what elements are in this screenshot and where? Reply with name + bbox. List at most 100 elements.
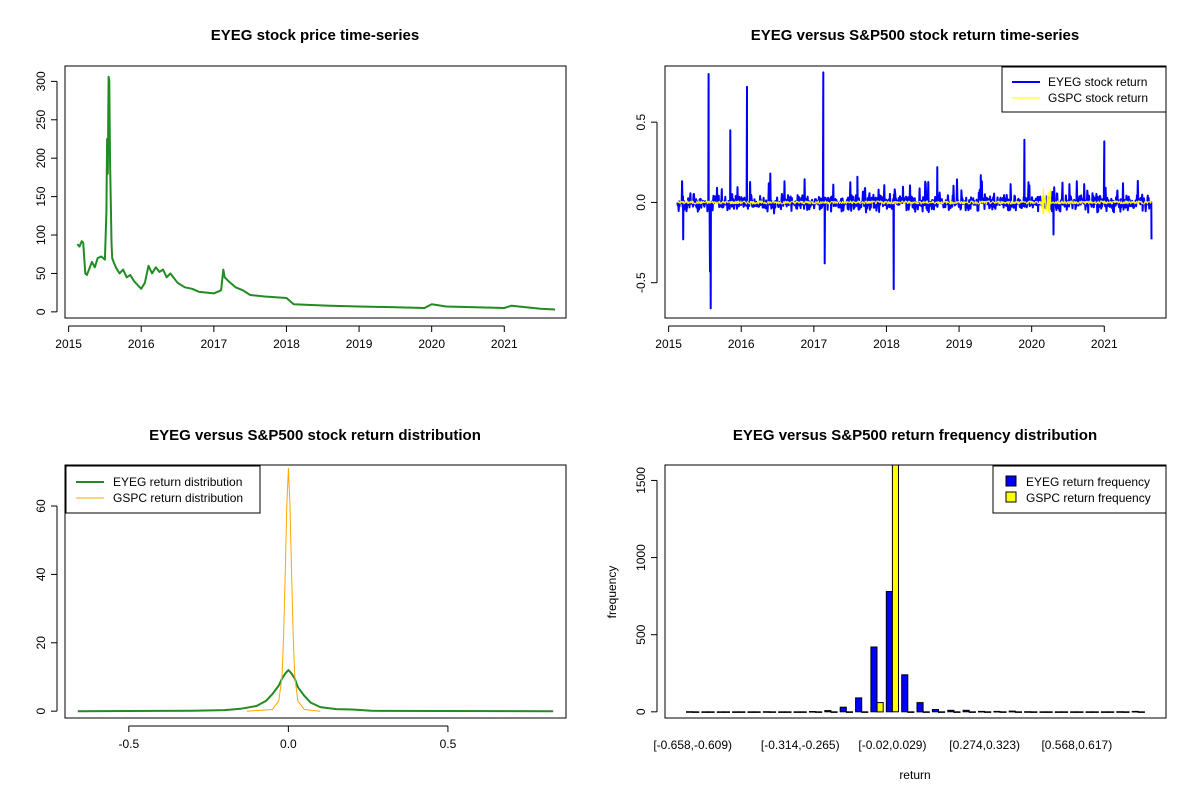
bar [701, 711, 709, 713]
y-tick-label: 1000 [634, 544, 648, 571]
bar [778, 711, 786, 713]
legend-entry: EYEG stock return [1048, 75, 1147, 89]
bar [947, 709, 955, 713]
x-tick-label: 2015 [55, 337, 82, 351]
bar [1054, 711, 1062, 713]
y-tick-label: 40 [34, 567, 48, 581]
y-tick-label: 200 [34, 148, 48, 168]
bar [769, 711, 777, 713]
bar [815, 711, 823, 713]
bar [747, 711, 755, 713]
x-axis-label: return [899, 768, 930, 782]
legend-swatch [1005, 475, 1017, 487]
bar [809, 711, 817, 713]
bar [1131, 710, 1139, 713]
bar [1045, 711, 1053, 713]
y-axis-label: frequency [605, 566, 619, 619]
gspc-return-line [676, 188, 1152, 215]
bar [962, 709, 970, 713]
y-tick-label: 0 [34, 308, 48, 315]
bar [901, 674, 909, 713]
panel-frequency: EYEG versus S&P500 return frequency dist… [605, 427, 1167, 782]
bar [968, 711, 976, 713]
bar [953, 711, 961, 713]
x-tick-label: 0.5 [440, 737, 457, 751]
y-tick-label: 0.5 [634, 114, 648, 131]
bar [784, 711, 792, 713]
panel-distribution: EYEG versus S&P500 stock return distribu… [34, 427, 567, 751]
chart-title: EYEG versus S&P500 stock return time-ser… [751, 27, 1080, 44]
y-tick-label: 150 [34, 186, 48, 206]
plot-area [676, 71, 1153, 310]
legend-swatch [1005, 491, 1017, 503]
bar [722, 711, 731, 713]
legend-entry: GSPC stock return [1048, 91, 1148, 105]
bar [999, 711, 1007, 713]
legend: EYEG return frequency GSPC return freque… [992, 465, 1167, 514]
legend-box [1001, 66, 1167, 113]
y-tick-label: 0 [634, 708, 648, 715]
plot-frame [64, 65, 567, 319]
bar [876, 702, 884, 713]
plot-frame [64, 464, 567, 719]
y-tick-label: 100 [34, 225, 48, 245]
bar [984, 711, 992, 713]
x-tick-label: 2017 [200, 337, 227, 351]
bar [885, 591, 893, 713]
axes: [-0.658,-0.609) [-0.314,-0.265) [-0.02,0.0… [634, 467, 1112, 752]
bar [1061, 711, 1069, 713]
legend-entry: GSPC return frequency [1026, 491, 1151, 505]
bar [692, 711, 700, 713]
x-tick-label: -0.5 [118, 737, 139, 751]
bar [830, 711, 838, 713]
legend-box [65, 465, 261, 514]
x-tick-label: 2021 [1091, 337, 1118, 351]
bar [1039, 711, 1047, 713]
y-tick-label: 0.0 [634, 194, 648, 211]
bar [855, 697, 863, 713]
bar [1024, 711, 1032, 713]
axes: 2015 2016 2017 2018 2019 2020 2021 -0.5 0.0 0.5 [634, 114, 1118, 351]
bar [793, 711, 801, 713]
y-tick-label: 250 [34, 109, 48, 129]
x-tick-label: [-0.314,-0.265) [761, 738, 840, 752]
chart-title: EYEG versus S&P500 return frequency dist… [733, 427, 1097, 444]
y-tick-label: 50 [34, 266, 48, 280]
x-tick-label: 2020 [418, 337, 445, 351]
x-tick-label: [-0.658,-0.609) [653, 738, 732, 752]
bar [907, 711, 915, 713]
bar [1116, 711, 1124, 713]
price-line [76, 75, 556, 311]
bar [738, 711, 746, 713]
legend-entry: GSPC return distribution [113, 491, 243, 505]
eyeg-density-line [77, 669, 554, 713]
x-tick-label: 2019 [346, 337, 373, 351]
bar [1014, 711, 1023, 713]
y-tick-label: 20 [34, 636, 48, 650]
x-tick-label: 2018 [273, 337, 300, 351]
bar [1137, 711, 1145, 713]
axes: -0.5 0.0 0.5 0 20 40 60 [34, 499, 457, 751]
y-tick-label: 0 [34, 708, 48, 715]
x-tick-label: 2021 [491, 337, 518, 351]
x-tick-label: [-0.02,0.029) [858, 738, 926, 752]
chart-title: EYEG versus S&P500 stock return distribu… [149, 427, 481, 444]
legend-box [992, 465, 1167, 514]
bar [799, 711, 807, 713]
bar [916, 702, 924, 713]
plot-frame [664, 65, 1167, 319]
bar [1008, 710, 1016, 713]
plot-area [77, 467, 554, 713]
legend: EYEG stock return GSPC stock return [1001, 66, 1167, 113]
bar [824, 710, 832, 713]
y-tick-label: 500 [634, 624, 648, 644]
bar [753, 711, 761, 713]
bar [1076, 711, 1084, 713]
plot-area [686, 465, 1145, 713]
chart-title: EYEG stock price time-series [211, 27, 419, 44]
bar [686, 711, 694, 713]
bars [686, 465, 1145, 713]
x-tick-label: 2020 [1018, 337, 1045, 351]
bar [707, 711, 715, 713]
